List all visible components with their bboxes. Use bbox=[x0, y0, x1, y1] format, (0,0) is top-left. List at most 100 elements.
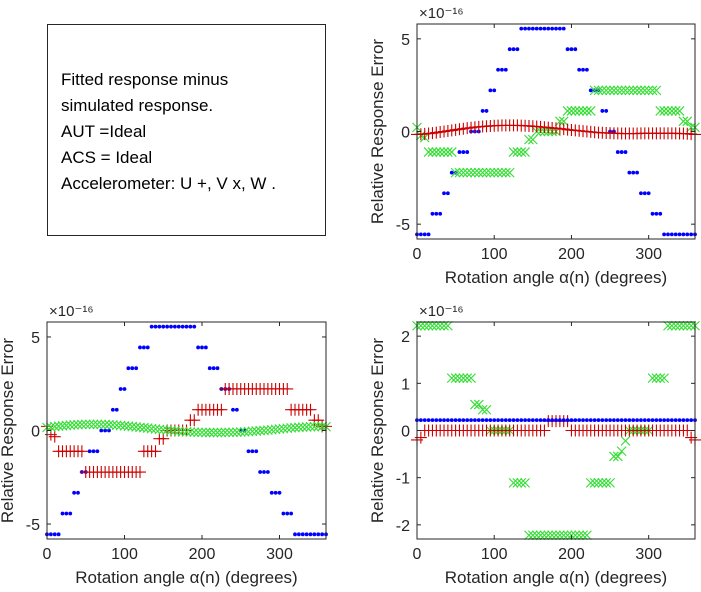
data-point bbox=[185, 427, 196, 437]
data-point bbox=[150, 424, 161, 434]
data-point bbox=[426, 418, 431, 423]
data-point bbox=[161, 324, 166, 329]
data-point bbox=[666, 320, 677, 331]
data-point bbox=[488, 418, 493, 423]
data-point bbox=[557, 26, 562, 31]
data-point bbox=[531, 530, 542, 541]
x-tick-label: 300 bbox=[635, 546, 662, 563]
data-point bbox=[538, 418, 543, 423]
x-axis-label: Rotation angle α(n) (degrees) bbox=[445, 268, 667, 287]
data-point bbox=[470, 167, 480, 178]
data-point bbox=[582, 106, 592, 116]
annotation-line-1: Fitted response minus bbox=[61, 70, 229, 89]
data-point bbox=[643, 85, 654, 96]
data-point bbox=[430, 418, 435, 423]
data-point bbox=[609, 85, 619, 96]
data-point bbox=[666, 106, 677, 116]
data-point bbox=[418, 232, 423, 237]
data-point bbox=[631, 170, 636, 175]
data-point bbox=[573, 418, 578, 423]
data-point bbox=[142, 423, 153, 433]
data-point bbox=[588, 88, 593, 93]
data-point bbox=[686, 320, 697, 331]
data-point bbox=[585, 477, 596, 488]
data-point bbox=[558, 116, 569, 127]
data-point bbox=[557, 418, 562, 423]
data-point bbox=[663, 106, 673, 116]
x-tick-label: 0 bbox=[43, 546, 52, 563]
y-tick-label: -5 bbox=[26, 517, 40, 534]
data-point bbox=[309, 421, 320, 432]
y-tick-label: -1 bbox=[396, 471, 410, 488]
data-point bbox=[450, 167, 461, 178]
data-point bbox=[172, 324, 177, 329]
data-point bbox=[535, 530, 546, 541]
data-point bbox=[534, 418, 539, 423]
y-tick-label: 0 bbox=[401, 125, 410, 142]
data-point bbox=[646, 418, 651, 423]
data-point bbox=[149, 324, 154, 329]
y-tick-label: 1 bbox=[401, 376, 410, 393]
data-point bbox=[146, 423, 157, 434]
data-point bbox=[650, 211, 655, 216]
data-point bbox=[138, 345, 142, 350]
data-point bbox=[269, 490, 274, 495]
data-point bbox=[423, 320, 434, 331]
data-point bbox=[462, 167, 473, 178]
data-point bbox=[286, 422, 297, 433]
data-point bbox=[277, 490, 282, 495]
data-point bbox=[554, 116, 565, 127]
data-point bbox=[682, 320, 693, 331]
data-point bbox=[435, 320, 446, 331]
data-point bbox=[114, 407, 119, 412]
data-point bbox=[469, 418, 473, 423]
data-point bbox=[601, 85, 612, 96]
y-tick-label: 0 bbox=[401, 424, 410, 441]
y-axis-label: Relative Response Error bbox=[368, 338, 387, 524]
data-point bbox=[262, 470, 266, 474]
data-point bbox=[204, 427, 215, 438]
x-tick-label: 100 bbox=[481, 246, 508, 263]
data-point bbox=[312, 532, 317, 537]
data-point bbox=[507, 418, 512, 423]
data-point bbox=[481, 167, 492, 178]
data-point bbox=[293, 422, 304, 433]
data-point bbox=[608, 418, 612, 423]
chart-bottom-right: 0 100 200 300 -2 -1 0 1 2 ×10⁻¹⁶ Rotation angle α(… bbox=[368, 303, 701, 587]
data-point bbox=[73, 419, 83, 430]
data-point bbox=[647, 85, 658, 96]
data-point bbox=[654, 211, 659, 216]
data-point bbox=[57, 420, 68, 431]
data-point bbox=[497, 167, 507, 178]
data-point bbox=[681, 232, 686, 237]
data-point bbox=[259, 425, 269, 436]
data-point bbox=[131, 422, 142, 432]
data-point bbox=[266, 424, 277, 435]
data-point bbox=[500, 67, 504, 72]
data-point bbox=[220, 427, 231, 438]
data-point bbox=[443, 147, 453, 157]
x-tick-label: 300 bbox=[266, 546, 293, 563]
data-point bbox=[565, 47, 570, 52]
data-point bbox=[615, 150, 620, 154]
data-point bbox=[419, 320, 430, 331]
data-point bbox=[454, 373, 465, 384]
data-point bbox=[68, 511, 73, 516]
data-point bbox=[122, 387, 127, 391]
data-point bbox=[153, 324, 158, 329]
data-point bbox=[581, 418, 585, 423]
data-point bbox=[193, 427, 204, 438]
data-point bbox=[450, 373, 461, 384]
data-point bbox=[247, 426, 258, 437]
data-point bbox=[56, 532, 61, 537]
data-point bbox=[554, 418, 558, 423]
data-point bbox=[503, 67, 508, 72]
data-point bbox=[584, 418, 589, 423]
annotation-line-5: Accelerometer: U +, V x, W . bbox=[61, 174, 276, 193]
data-point bbox=[262, 425, 273, 436]
y-tick-label: 5 bbox=[401, 32, 410, 49]
data-point bbox=[562, 530, 573, 541]
data-point bbox=[569, 47, 574, 52]
data-point bbox=[604, 109, 609, 113]
data-point bbox=[48, 532, 53, 537]
